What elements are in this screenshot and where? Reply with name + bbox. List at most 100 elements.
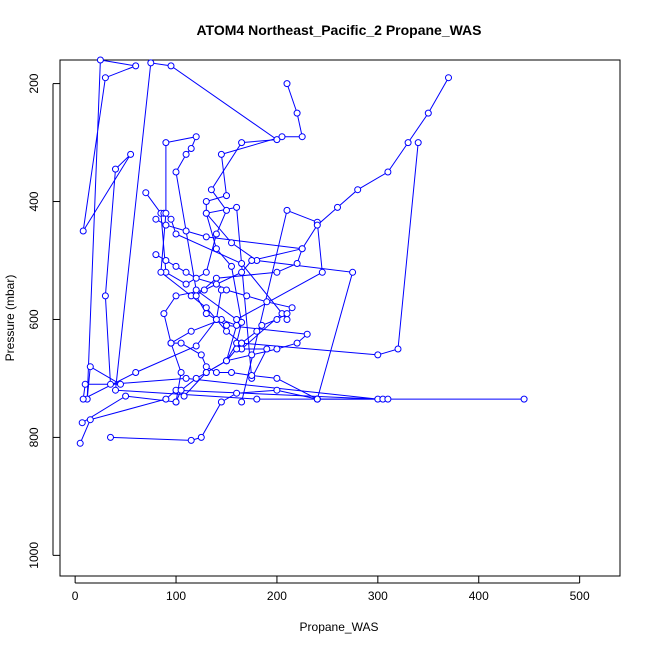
data-point bbox=[182, 374, 190, 382]
x-tick-label: 300 bbox=[368, 589, 388, 603]
plot-area bbox=[76, 56, 528, 447]
data-point bbox=[318, 268, 326, 276]
data-point bbox=[202, 268, 210, 276]
data-point bbox=[283, 80, 291, 88]
data-point bbox=[424, 109, 432, 117]
data-point bbox=[238, 268, 246, 276]
data-point bbox=[258, 321, 266, 329]
data-point bbox=[313, 395, 321, 403]
x-tick-label: 500 bbox=[570, 589, 590, 603]
data-point bbox=[223, 321, 230, 329]
data-point bbox=[263, 298, 271, 306]
data-point bbox=[177, 339, 185, 347]
y-tick-label: 200 bbox=[27, 73, 41, 93]
data-point bbox=[273, 316, 281, 323]
data-point bbox=[238, 339, 246, 347]
data-point bbox=[228, 239, 235, 247]
data-point bbox=[202, 198, 210, 205]
y-tick-label: 1000 bbox=[27, 542, 41, 569]
data-point bbox=[182, 150, 190, 158]
data-point bbox=[162, 257, 170, 264]
data-point bbox=[273, 386, 281, 394]
data-point bbox=[202, 209, 210, 217]
data-point bbox=[243, 292, 251, 300]
data-point bbox=[172, 230, 180, 238]
data-point bbox=[202, 304, 210, 312]
x-tick-label: 0 bbox=[72, 589, 79, 603]
data-point bbox=[182, 227, 190, 235]
data-point bbox=[79, 227, 87, 235]
data-point bbox=[86, 416, 94, 424]
data-point bbox=[202, 363, 210, 371]
data-point bbox=[212, 369, 220, 376]
data-point bbox=[445, 74, 452, 82]
data-point bbox=[192, 133, 200, 141]
data-point bbox=[248, 257, 256, 264]
data-point bbox=[233, 316, 241, 323]
x-tick-label: 400 bbox=[469, 589, 489, 603]
y-tick-label: 800 bbox=[27, 427, 41, 447]
series-line bbox=[79, 59, 378, 444]
data-point bbox=[107, 380, 114, 388]
data-point bbox=[200, 286, 208, 294]
data-point bbox=[233, 203, 241, 211]
x-axis-label: Propane_WAS bbox=[300, 620, 379, 634]
x-tick-label: 200 bbox=[267, 589, 287, 603]
data-point bbox=[122, 392, 130, 400]
data-point bbox=[273, 374, 281, 382]
data-point bbox=[238, 398, 246, 406]
data-point bbox=[238, 318, 246, 326]
data-point bbox=[142, 189, 150, 197]
data-point bbox=[223, 327, 230, 335]
data-point bbox=[172, 262, 180, 270]
data-point bbox=[117, 380, 124, 388]
data-point bbox=[212, 316, 220, 323]
data-point bbox=[107, 433, 114, 441]
y-axis-label: Pressure (mbar) bbox=[3, 275, 17, 362]
data-point bbox=[202, 233, 210, 241]
data-point bbox=[233, 389, 241, 397]
data-point bbox=[223, 357, 230, 365]
data-point bbox=[79, 395, 87, 403]
data-point bbox=[293, 260, 301, 267]
data-point bbox=[192, 292, 200, 300]
data-point bbox=[81, 380, 89, 388]
data-point bbox=[101, 74, 109, 82]
data-point bbox=[223, 206, 230, 214]
data-point bbox=[293, 339, 301, 347]
data-point bbox=[127, 150, 135, 158]
data-point bbox=[288, 304, 296, 312]
data-point bbox=[313, 221, 321, 229]
series-line bbox=[155, 218, 525, 400]
data-point bbox=[192, 286, 200, 294]
data-point bbox=[132, 369, 140, 376]
data-point bbox=[374, 351, 382, 359]
data-point bbox=[404, 139, 412, 147]
data-point bbox=[162, 395, 170, 403]
data-point bbox=[197, 351, 205, 359]
chart-title: ATOM4 Northeast_Pacific_2 Propane_WAS bbox=[196, 22, 481, 38]
data-point bbox=[86, 363, 94, 371]
data-point bbox=[152, 215, 160, 223]
data-point bbox=[172, 168, 180, 176]
data-point bbox=[212, 230, 220, 238]
data-point bbox=[132, 62, 140, 70]
data-point bbox=[303, 330, 311, 338]
data-point bbox=[182, 280, 190, 288]
data-point bbox=[112, 386, 119, 394]
data-point bbox=[238, 260, 246, 267]
data-point bbox=[202, 310, 210, 318]
data-point bbox=[334, 203, 341, 211]
data-point bbox=[273, 136, 281, 144]
data-point bbox=[273, 268, 281, 276]
y-axis: 200 400 600 800 1000 bbox=[27, 73, 60, 569]
data-point bbox=[212, 280, 220, 288]
data-point bbox=[253, 395, 261, 403]
data-point bbox=[298, 133, 306, 141]
data-point bbox=[263, 345, 271, 353]
data-point bbox=[293, 109, 301, 117]
y-tick-label: 400 bbox=[27, 191, 41, 211]
data-point bbox=[223, 286, 230, 294]
data-point bbox=[101, 292, 109, 300]
